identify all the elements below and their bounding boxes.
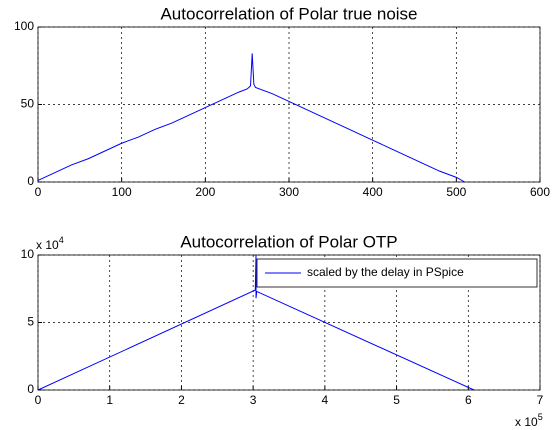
x-tick-label: 500 bbox=[446, 185, 466, 199]
axes-frame bbox=[37, 26, 541, 183]
y-multiplier-exponent: 4 bbox=[59, 235, 64, 245]
x-multiplier-exponent: 5 bbox=[538, 412, 543, 422]
y-multiplier-base: x 10 bbox=[36, 238, 59, 252]
x-tick-label: 5 bbox=[393, 393, 400, 407]
x-tick-label: 600 bbox=[530, 185, 550, 199]
y-tick-label: 100 bbox=[14, 19, 34, 33]
y-tick-label: 0 bbox=[27, 174, 34, 188]
chart-title: Autocorrelation of Polar OTP bbox=[180, 232, 397, 251]
x-tick-label: 300 bbox=[279, 185, 299, 199]
x-tick-label: 4 bbox=[322, 393, 329, 407]
y-tick-label: 10 bbox=[21, 247, 35, 261]
x-tick-label: 6 bbox=[465, 393, 472, 407]
x-tick-label: 3 bbox=[250, 393, 257, 407]
data-line bbox=[37, 53, 465, 183]
x-multiplier-base: x 10 bbox=[515, 415, 538, 429]
data-line bbox=[37, 254, 475, 391]
x-tick-label: 1 bbox=[106, 393, 113, 407]
x-tick-label: 0 bbox=[35, 185, 42, 199]
legend-box bbox=[256, 258, 538, 288]
x-tick-label: 100 bbox=[112, 185, 132, 199]
y-tick-label: 50 bbox=[21, 97, 35, 111]
y-multiplier: x 104 bbox=[36, 235, 64, 252]
legend-label: scaled by the delay in PSpice bbox=[307, 265, 464, 279]
x-multiplier: x 105 bbox=[515, 412, 543, 429]
x-tick-label: 400 bbox=[363, 185, 383, 199]
chart-title: Autocorrelation of Polar true noise bbox=[160, 4, 417, 23]
y-tick-label: 0 bbox=[27, 382, 34, 396]
x-tick-label: 2 bbox=[178, 393, 185, 407]
x-tick-label: 7 bbox=[537, 393, 544, 407]
y-tick-label: 5 bbox=[27, 315, 34, 329]
x-tick-label: 200 bbox=[195, 185, 215, 199]
axes-frame bbox=[37, 254, 541, 391]
x-tick-label: 0 bbox=[35, 393, 42, 407]
